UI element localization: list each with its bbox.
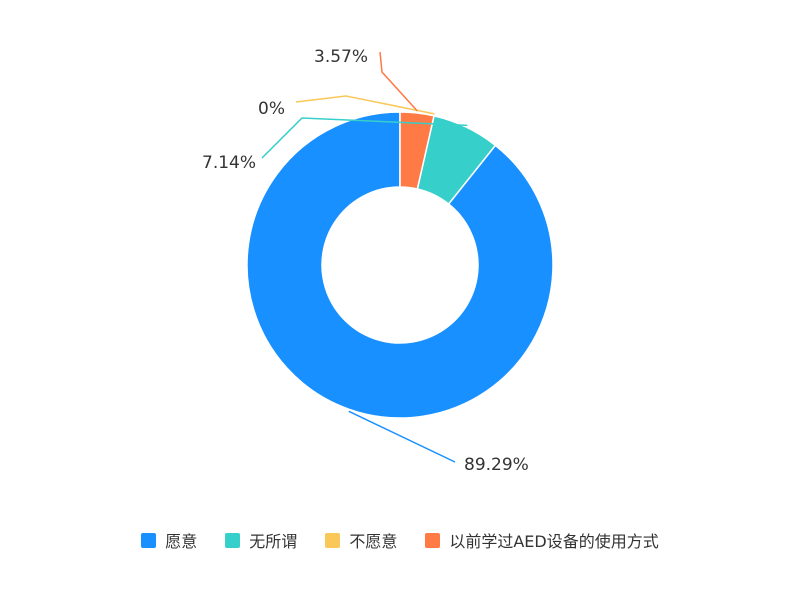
legend-item-indifferent[interactable]: 无所谓 [225,528,297,552]
slices [246,111,554,419]
leader-lines [261,51,468,463]
legend-item-unwilling[interactable]: 不愿意 [325,528,397,552]
data-label-indifferent: 7.14% [202,153,256,173]
legend-label-unwilling: 不愿意 [349,532,398,551]
data-label-learned-aed: 3.57% [314,47,368,67]
legend-item-learned-aed[interactable]: 以前学过AED设备的使用方式 [425,528,659,552]
leader-line-indifferent [261,117,468,159]
legend-label-indifferent: 无所谓 [249,532,298,551]
legend-swatch-indifferent [225,532,241,548]
legend-item-willing[interactable]: 愿意 [141,528,197,552]
leader-line-willing [348,410,456,463]
legend-label-willing: 愿意 [165,532,198,551]
leader-line-learned-aed [379,51,418,112]
slice-willing[interactable] [246,111,554,419]
legend-swatch-learned-aed [425,532,441,548]
legend-swatch-willing [141,532,157,548]
slice-learned-aed[interactable] [399,111,435,190]
slice-labels: 89.29% 7.14% 0% 3.57% [202,47,529,475]
leader-line-unwilling [295,95,435,115]
data-label-willing: 89.29% [464,455,529,475]
legend-label-learned-aed: 以前学过AED设备的使用方式 [449,532,659,551]
legend-swatch-unwilling [325,532,341,548]
legend: 愿意 无所谓 不愿意 以前学过AED设备的使用方式 [0,528,800,552]
data-label-unwilling: 0% [258,99,285,119]
